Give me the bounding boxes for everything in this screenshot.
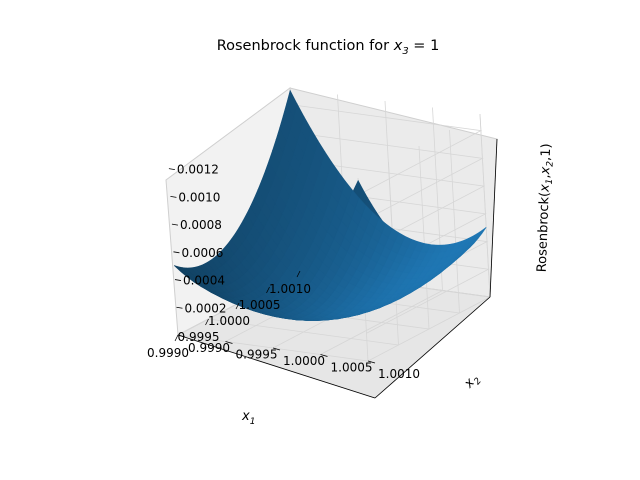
x-axis-line (177, 334, 376, 399)
x-tick-mark (235, 302, 240, 310)
y-axis-line (374, 296, 491, 399)
x-tick-mark (266, 286, 270, 294)
z-tick-label: 0.0004 (183, 274, 225, 288)
z-tick-label: 0.0010 (178, 190, 220, 204)
chart-title: Rosenbrock function for x3 = 1 (217, 38, 440, 57)
z-tick-mark (174, 279, 182, 281)
z-tick-mark (176, 306, 183, 309)
y-tick-mark (177, 334, 186, 338)
y-tick-mark (272, 347, 281, 351)
x-tick-label: 1.0000 (208, 314, 250, 328)
x-tick-mark (174, 334, 179, 342)
x-tick-label: 0.9995 (178, 330, 220, 344)
x-axis-label: x1 (241, 409, 255, 427)
z-tick-mark (168, 168, 175, 171)
y-tick-label: 0.9990 (188, 341, 230, 355)
grid-line-y-3 (320, 107, 443, 355)
y-tick-mark (367, 360, 376, 364)
z-tick-label: 0.0012 (177, 163, 219, 177)
surface (173, 89, 487, 321)
y-tick-label: 1.0000 (283, 354, 325, 368)
x-tick-mark (205, 318, 209, 326)
z-tick-label: 0.0002 (184, 301, 226, 315)
grid-line-z-3 (293, 159, 486, 251)
x-tick-mark (296, 270, 301, 278)
z-tick-mark (173, 251, 180, 254)
grid-line-z-5 (290, 104, 483, 195)
z-tick-mark (170, 195, 177, 198)
y-tick-mark (320, 354, 328, 357)
y-tick-label: 1.0005 (331, 361, 373, 375)
x-tick-label: 0.9990 (147, 346, 189, 360)
z-tick-label: 0.0008 (180, 218, 222, 232)
z-tick-mark (171, 223, 179, 226)
surface-patch (286, 89, 298, 118)
z-tick-label: 0.0006 (181, 246, 223, 260)
x-tick-label: 1.0010 (269, 282, 311, 296)
y-tick-mark (225, 341, 233, 344)
grid-line-z-4 (292, 131, 484, 223)
x-tick-label: 1.0005 (239, 298, 281, 312)
z-axis-label: Rosenbrock(x1,x2,1) (535, 143, 556, 272)
z-axis-line (489, 138, 498, 298)
y-tick-label: 0.9995 (236, 348, 278, 362)
y-tick-label: 1.0010 (378, 367, 420, 381)
